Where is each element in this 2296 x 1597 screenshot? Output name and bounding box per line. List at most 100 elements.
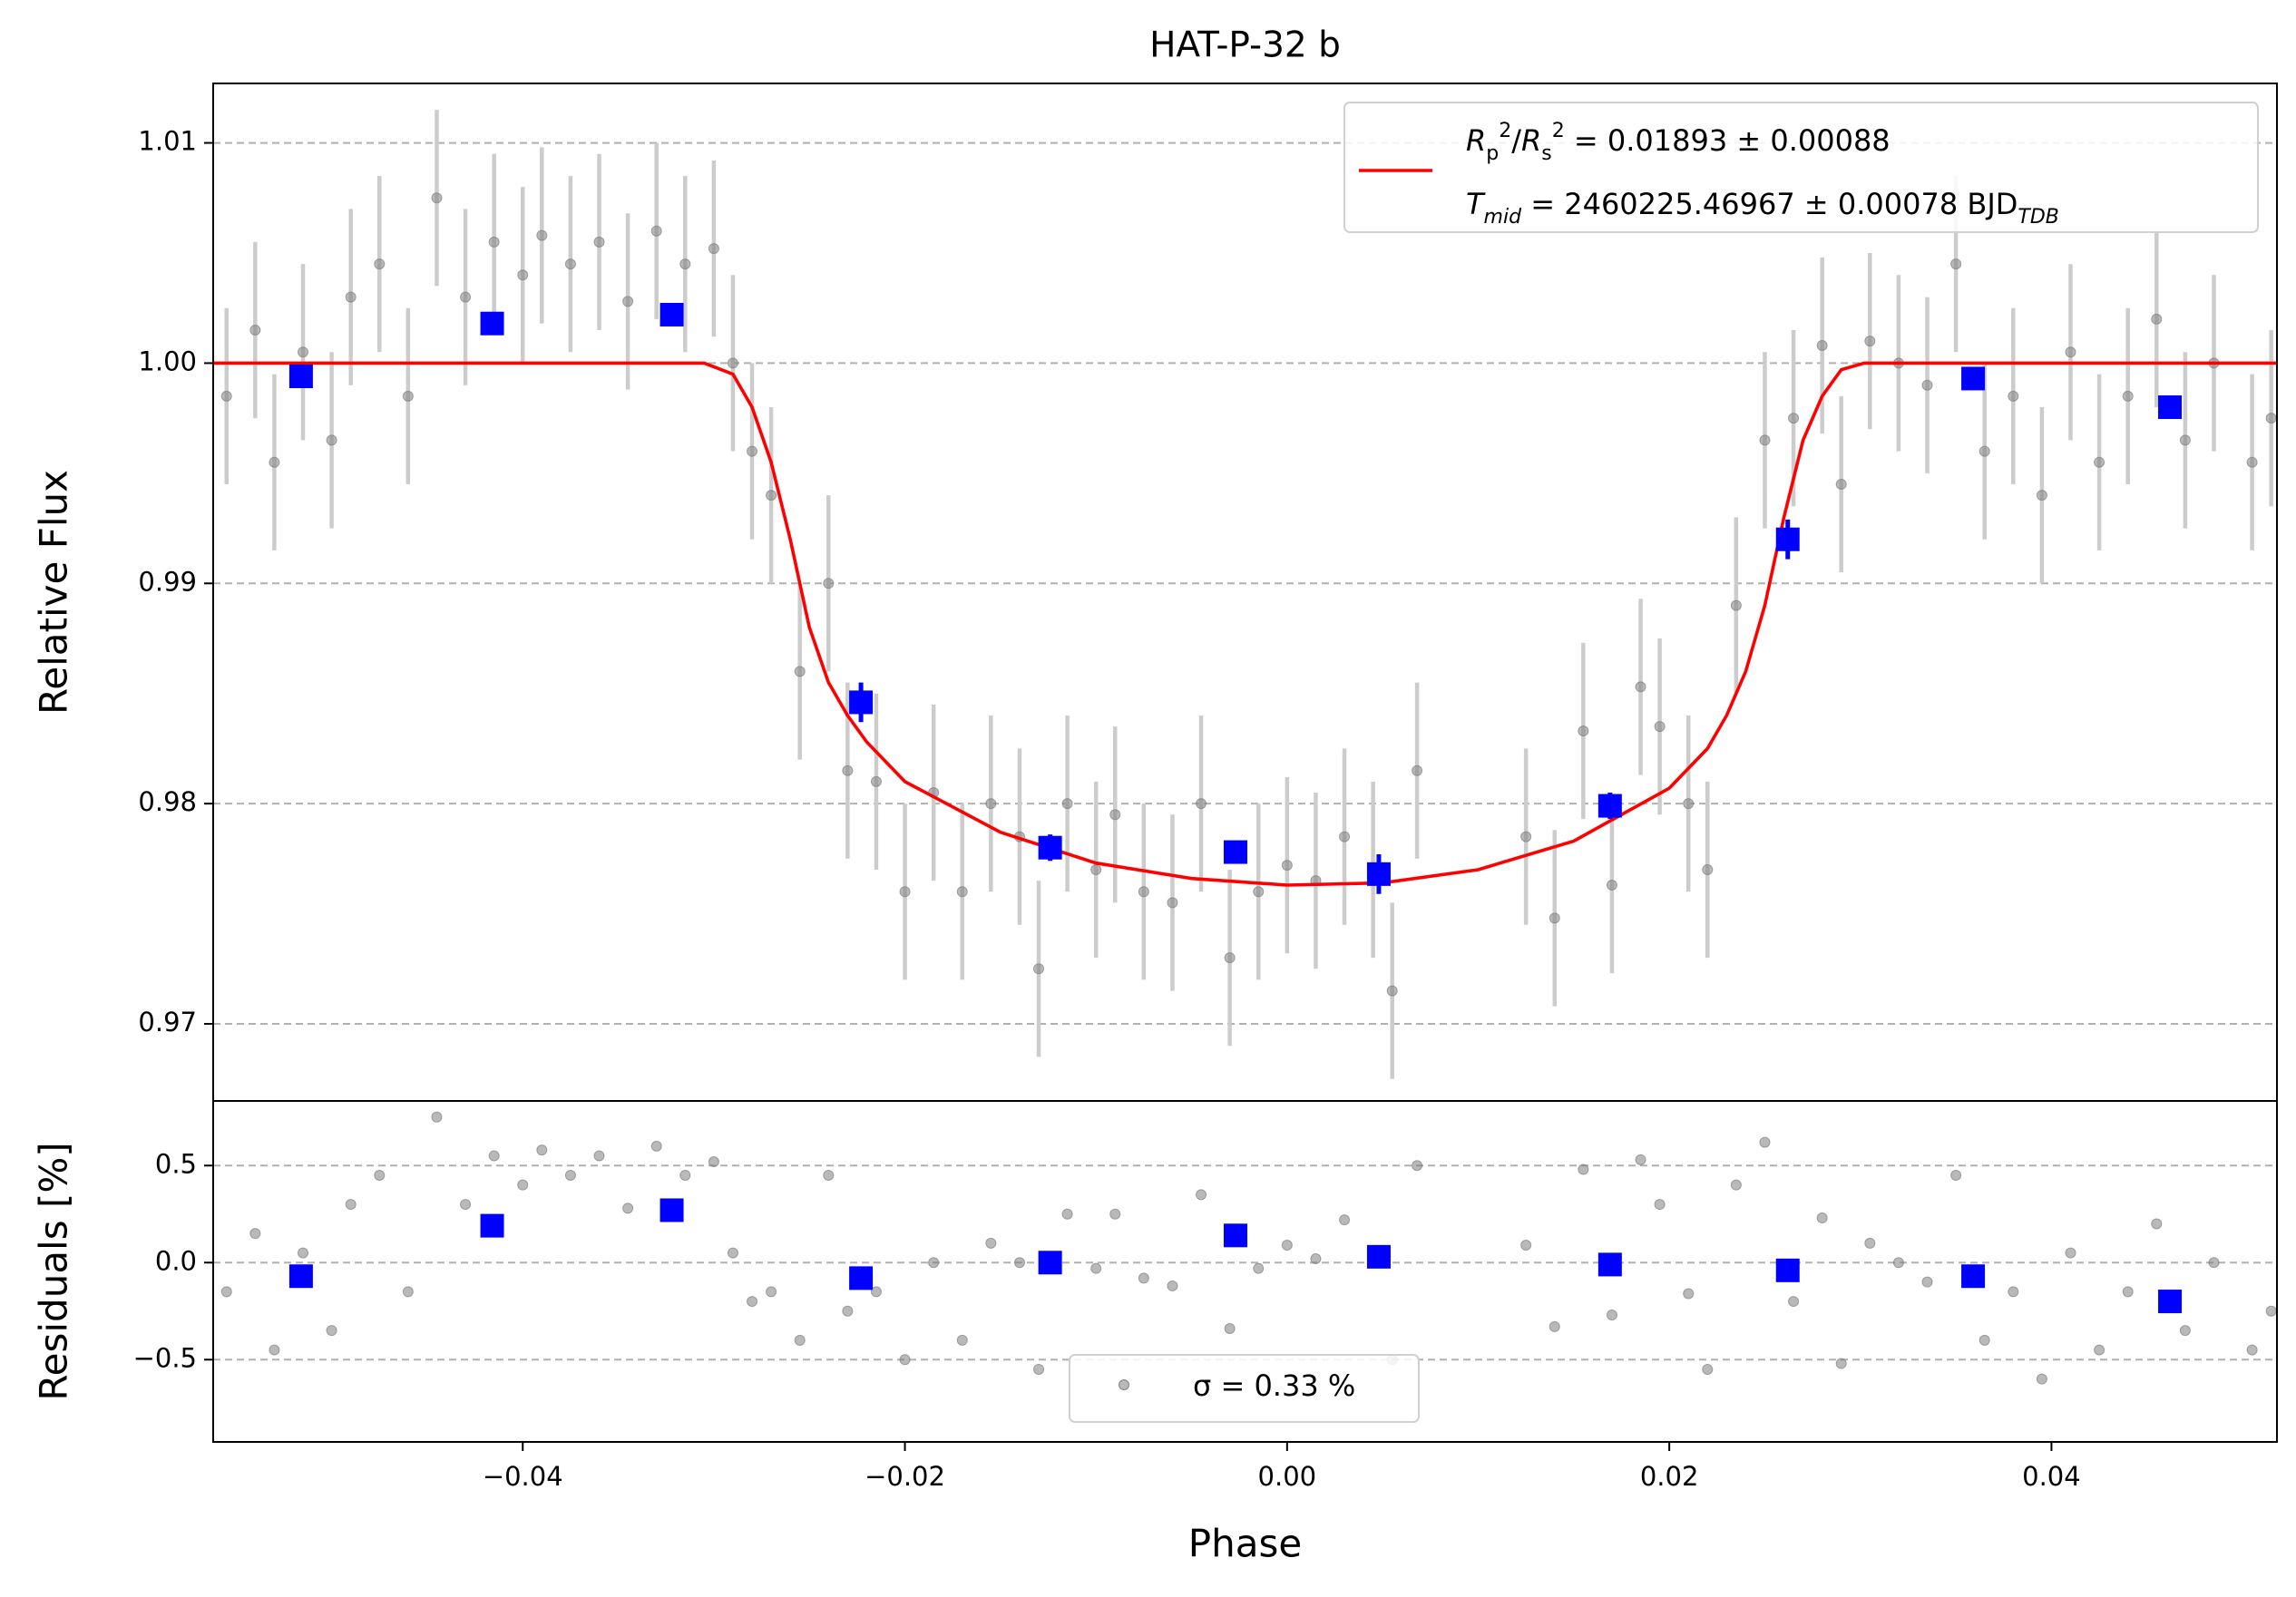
data-point <box>1196 1189 1207 1201</box>
data-point <box>1412 764 1423 776</box>
data-point <box>747 1296 758 1308</box>
data-point <box>899 1354 911 1366</box>
plot-area <box>220 1111 2277 1385</box>
data-point <box>1109 809 1121 821</box>
x-tick-label: −0.04 <box>483 1461 563 1492</box>
data-point <box>431 192 443 204</box>
data-point <box>1730 599 1742 611</box>
y-tick-label: −0.5 <box>133 1342 197 1373</box>
data-point <box>1224 1323 1236 1335</box>
data-point <box>326 1325 337 1337</box>
legend-label: σ = 0.33 % <box>1193 1368 1355 1403</box>
data-point <box>928 1257 940 1269</box>
data-point <box>1950 258 1962 270</box>
data-point <box>1339 831 1351 842</box>
binned-point <box>659 303 684 326</box>
data-point <box>1654 721 1666 733</box>
data-point <box>1138 1272 1149 1284</box>
data-point <box>220 1286 232 1298</box>
data-point <box>1864 336 1876 347</box>
data-point <box>517 269 529 281</box>
legend-box <box>1343 102 2259 233</box>
y-tick-label: 1.01 <box>138 126 197 157</box>
data-point <box>2122 1286 2134 1298</box>
data-point <box>956 886 968 898</box>
y-axis-label: Relative Flux <box>32 470 76 715</box>
data-point <box>1090 864 1102 875</box>
data-point <box>1167 897 1178 909</box>
legend-text-part: TDB <box>2018 206 2058 229</box>
y-tick-label: 0.99 <box>138 566 197 597</box>
y-tick-label: 0.98 <box>138 786 197 817</box>
legend-text-part: R <box>1466 123 1486 158</box>
data-point <box>679 1169 691 1181</box>
data-point <box>766 490 777 501</box>
data-point <box>1549 1320 1560 1332</box>
data-point <box>622 296 634 307</box>
data-point <box>1520 831 1532 842</box>
data-point <box>679 258 691 270</box>
data-point <box>1013 1257 1025 1269</box>
data-point <box>1310 1252 1322 1264</box>
data-point <box>564 258 576 270</box>
binned-point <box>1223 840 1247 864</box>
data-point <box>794 1334 806 1346</box>
data-point <box>1683 1288 1695 1300</box>
data-point <box>1864 1237 1876 1249</box>
data-point <box>956 1334 968 1346</box>
data-point <box>1950 1169 1962 1181</box>
x-tick-label: 0.02 <box>1640 1461 1699 1492</box>
binned-point <box>1038 835 1062 860</box>
y-tick-label: 0.0 <box>155 1245 197 1276</box>
x-tick-label: 0.04 <box>2022 1461 2081 1492</box>
legend-text-part: = 2460225.46967 ± 0.00078 BJD <box>1521 187 2018 221</box>
data-point <box>1281 1240 1293 1251</box>
data-point <box>899 886 911 898</box>
data-point <box>1109 1208 1121 1220</box>
data-point <box>2246 456 2258 468</box>
data-point <box>298 1247 309 1259</box>
data-point <box>2179 1325 2191 1337</box>
binned-point <box>480 311 504 336</box>
data-point <box>1892 1257 1904 1269</box>
data-point <box>1549 912 1560 924</box>
data-point <box>794 666 806 677</box>
data-point <box>2036 490 2047 501</box>
data-point <box>842 764 854 776</box>
data-point <box>1138 886 1149 898</box>
data-point <box>2036 1373 2047 1385</box>
data-point <box>708 1155 719 1167</box>
data-point <box>708 243 719 255</box>
data-point <box>298 346 309 358</box>
data-point <box>1253 1262 1265 1274</box>
data-point <box>2122 390 2134 402</box>
y-tick-label: 0.5 <box>155 1148 197 1179</box>
data-point <box>1702 864 1714 875</box>
data-point <box>747 445 758 457</box>
y-axis-label: Residuals [%] <box>32 1142 76 1400</box>
data-point <box>2208 1257 2220 1269</box>
data-point <box>402 1286 414 1298</box>
data-point <box>269 1344 280 1356</box>
data-point <box>1167 1280 1178 1291</box>
x-tick-label: 0.00 <box>1258 1461 1317 1492</box>
data-point <box>488 1150 500 1162</box>
legend-box <box>1069 1354 1420 1423</box>
binned-point <box>1961 1264 1986 1289</box>
data-point <box>1654 1199 1666 1211</box>
data-point <box>870 1286 882 1298</box>
data-point <box>1061 1208 1073 1220</box>
binned-point <box>288 1264 313 1289</box>
data-point <box>1835 479 1847 490</box>
data-point <box>326 434 337 446</box>
data-point <box>1759 434 1771 446</box>
data-point <box>1033 963 1044 975</box>
binned-point <box>849 1266 874 1290</box>
binned-point <box>1961 366 1986 391</box>
data-point <box>564 1169 576 1181</box>
data-point <box>593 1150 605 1162</box>
legend-text-part: = 0.01893 ± 0.00088 <box>1565 123 1891 158</box>
binned-point <box>1366 862 1391 886</box>
data-point <box>1606 880 1617 891</box>
